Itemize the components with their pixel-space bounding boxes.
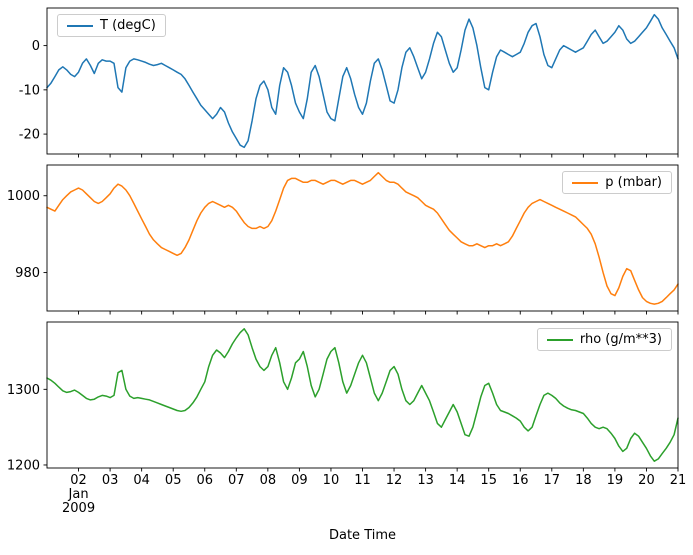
y-tick-label: 1200 <box>7 458 40 473</box>
x-tick-label: 10 <box>323 473 340 488</box>
legend-label-pressure: p (mbar) <box>605 175 662 190</box>
panel-temperature: 0 -10 -20 <box>19 7 679 158</box>
x-tick-label: 21 <box>670 473 687 488</box>
legend-line-temperature <box>67 24 93 27</box>
data-line-temperature <box>46 13 679 149</box>
legend-density: rho (g/m**3) <box>536 328 672 351</box>
x-tick-label: 12 <box>386 473 403 488</box>
x-axis-title: Date Time <box>328 528 397 543</box>
y-tick-label: -20 <box>19 128 40 143</box>
x-tick-label: 16 <box>512 473 529 488</box>
x-tick-sublabel: Jan <box>68 487 89 502</box>
y-tick-label: 980 <box>15 266 40 281</box>
x-tick-label: 13 <box>417 473 434 488</box>
x-tick-label: 18 <box>575 473 592 488</box>
legend-line-pressure <box>572 181 599 184</box>
x-tick-label: 09 <box>291 473 308 488</box>
y-tick-label: 1300 <box>7 383 40 398</box>
x-tick-sublabel: 2009 <box>62 501 95 516</box>
y-tick-label: 1000 <box>7 189 40 204</box>
y-tick-label: 0 <box>32 39 40 54</box>
panel-pressure: 1000 980 <box>7 164 679 315</box>
x-tick-label: 06 <box>196 473 213 488</box>
panel-density: 1300 1200 <box>7 321 679 473</box>
x-tick-label: 11 <box>354 473 371 488</box>
x-tick-label: 07 <box>228 473 245 488</box>
x-tick-label: 03 <box>102 473 119 488</box>
x-tick-label: 08 <box>260 473 277 488</box>
data-line-pressure <box>46 171 679 305</box>
legend-line-density <box>546 338 573 341</box>
legend-temperature: T (degC) <box>57 14 166 37</box>
x-tick-label: 04 <box>133 473 150 488</box>
legend-label-density: rho (g/m**3) <box>579 332 662 347</box>
x-tick-label: 20 <box>638 473 655 488</box>
x-tick-label: 17 <box>544 473 561 488</box>
x-tick-label: 15 <box>480 473 497 488</box>
legend-pressure: p (mbar) <box>562 171 672 194</box>
y-tick-label: -10 <box>19 83 40 98</box>
x-tick-label: 05 <box>165 473 182 488</box>
legend-label-temperature: T (degC) <box>100 18 156 33</box>
data-line-density <box>46 328 679 462</box>
x-tick-label: 02 <box>70 473 87 488</box>
x-tick-label: 19 <box>607 473 624 488</box>
x-tick-label: 14 <box>449 473 466 488</box>
